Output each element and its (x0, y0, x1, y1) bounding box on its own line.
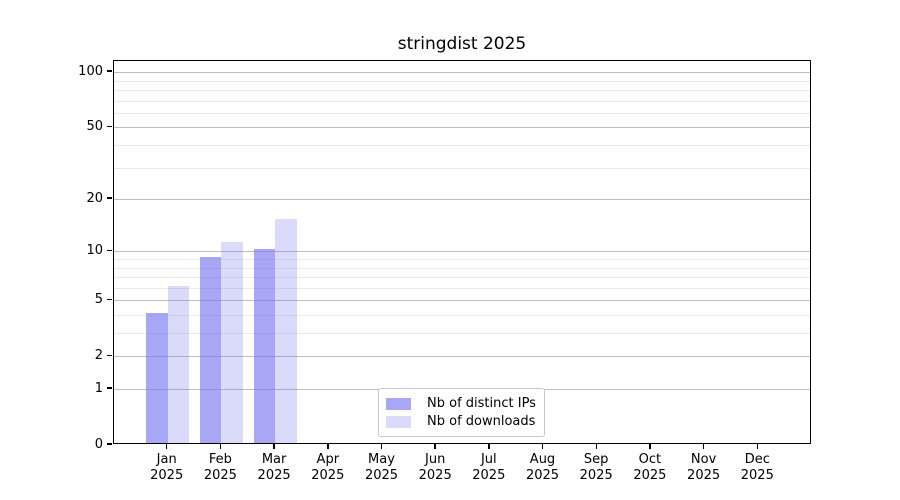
plot-area (113, 60, 811, 444)
x-tick-month: Apr (316, 452, 340, 467)
y-tick-mark-5 (107, 298, 112, 300)
y-tick-label-0: 0 (94, 436, 103, 452)
x-tick-year: 2025 (579, 468, 613, 483)
y-tick-mark-1 (107, 387, 112, 389)
x-tick-label-mar: Mar 2025 (244, 452, 304, 484)
x-tick-month: Jan (156, 452, 177, 467)
y-tick-label-1: 1 (94, 380, 103, 396)
x-tick-mark-nov (702, 444, 705, 449)
legend-label-downloads: Nb of downloads (427, 414, 536, 429)
y-tick-mark-10 (107, 249, 112, 252)
legend: Nb of distinct IPs Nb of downloads (378, 388, 545, 437)
y-gridline-10 (114, 251, 810, 253)
x-tick-label-feb: Feb 2025 (190, 452, 250, 484)
x-tick-year: 2025 (150, 468, 184, 483)
bar-feb-distinct-ips (199, 257, 222, 443)
x-tick-year: 2025 (364, 468, 399, 483)
legend-swatch-distinct-ips (386, 398, 411, 410)
bar-mar-distinct-ips (253, 249, 276, 443)
x-tick-month: May (368, 452, 395, 467)
y-gridline-minor-6 (114, 287, 810, 289)
y-gridline-minor-70 (114, 100, 810, 102)
y-tick-mark-100 (107, 70, 112, 72)
y-gridline-2 (114, 356, 810, 358)
x-tick-year: 2025 (633, 468, 667, 483)
y-gridline-minor-60 (114, 112, 810, 114)
y-gridline-minor-8 (114, 267, 810, 269)
y-gridline-minor-40 (114, 145, 810, 146)
x-tick-mark-feb (219, 444, 222, 449)
bar-jan-downloads (167, 285, 190, 443)
y-tick-mark-2 (107, 354, 112, 356)
x-tick-month: Jul (480, 452, 497, 467)
x-tick-month: Jun (425, 452, 446, 467)
x-tick-mark-mar (273, 444, 275, 449)
x-tick-mark-jun (434, 444, 436, 449)
x-tick-label-apr: Apr 2025 (298, 452, 358, 484)
y-gridline-20 (114, 199, 810, 201)
chart-title: stringdist 2025 (397, 34, 527, 54)
x-tick-mark-oct (649, 444, 651, 449)
y-tick-label-50: 50 (86, 118, 103, 134)
x-tick-label-sep: Sep 2025 (566, 452, 626, 484)
legend-item-distinct-ips: Nb of distinct IPs (385, 395, 538, 413)
x-tick-label-aug: Aug 2025 (513, 452, 573, 484)
x-tick-year: 2025 (203, 468, 237, 483)
y-gridline-minor-30 (114, 167, 810, 169)
legend-item-downloads: Nb of downloads (385, 413, 538, 431)
legend-swatch-downloads (386, 416, 411, 428)
bar-mar-downloads (275, 219, 297, 443)
y-gridline-50 (114, 127, 810, 129)
y-tick-mark-20 (107, 197, 112, 199)
x-tick-month: Feb (208, 452, 232, 467)
y-gridline-100 (114, 72, 810, 74)
y-tick-label-10: 10 (86, 242, 103, 258)
x-tick-mark-jul (488, 444, 490, 449)
bar-feb-downloads (221, 242, 243, 443)
x-tick-label-dec: Dec 2025 (727, 452, 787, 484)
x-tick-mark-may (380, 444, 383, 449)
y-gridline-5 (114, 300, 810, 302)
x-tick-month: Mar (261, 452, 287, 467)
y-tick-label-2: 2 (94, 347, 103, 363)
x-tick-label-nov: Nov 2025 (674, 452, 734, 484)
legend-label-distinct-ips: Nb of distinct IPs (427, 396, 536, 411)
x-tick-label-oct: Oct 2025 (620, 452, 680, 484)
y-tick-label-20: 20 (86, 190, 103, 206)
bar-jan-distinct-ips (146, 313, 168, 443)
y-gridline-minor-90 (114, 80, 810, 82)
x-tick-mark-apr (327, 444, 329, 449)
x-tick-year: 2025 (740, 468, 774, 483)
x-tick-mark-dec (756, 444, 759, 449)
x-tick-month: Oct (638, 452, 662, 467)
y-tick-label-5: 5 (94, 291, 103, 307)
x-tick-year: 2025 (311, 468, 345, 483)
y-gridline-minor-4 (114, 315, 810, 316)
x-tick-label-jul: Jul 2025 (459, 452, 519, 484)
x-tick-month: Dec (744, 452, 770, 467)
x-tick-month: Nov (690, 452, 717, 467)
x-tick-month: Aug (529, 452, 556, 467)
y-tick-label-100: 100 (78, 63, 103, 79)
y-gridline-minor-9 (114, 259, 810, 260)
y-gridline-minor-7 (114, 277, 810, 278)
x-tick-year: 2025 (525, 468, 560, 483)
y-gridline-minor-80 (114, 90, 810, 91)
x-tick-month: Sep (583, 452, 609, 467)
x-tick-label-may: May 2025 (352, 452, 412, 484)
x-tick-year: 2025 (418, 468, 452, 483)
x-tick-label-jun: Jun 2025 (405, 452, 465, 484)
x-tick-year: 2025 (687, 468, 721, 483)
y-tick-mark-50 (107, 125, 112, 128)
x-tick-year: 2025 (472, 468, 506, 483)
x-tick-year: 2025 (257, 468, 291, 483)
x-tick-mark-sep (595, 444, 597, 449)
x-tick-mark-aug (541, 444, 544, 449)
x-tick-mark-jan (165, 444, 168, 449)
x-tick-label-jan: Jan 2025 (137, 452, 197, 484)
y-tick-mark-0 (107, 443, 112, 445)
y-gridline-minor-3 (114, 333, 810, 334)
